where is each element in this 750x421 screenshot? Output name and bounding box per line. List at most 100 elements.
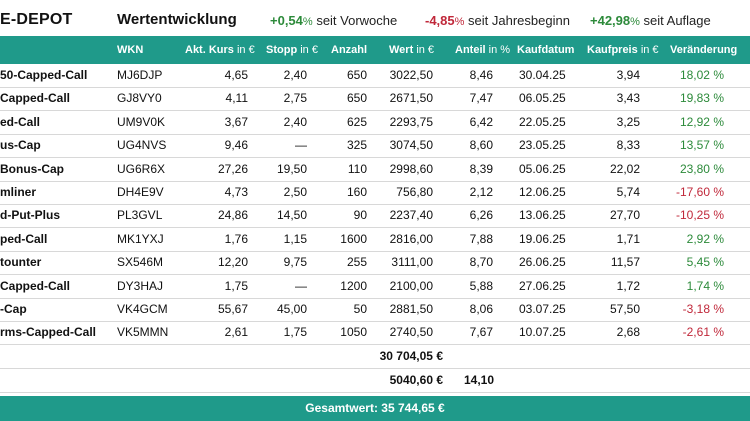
cell-anteil: 8,39 [469, 161, 493, 176]
cell-anzahl: 625 [346, 114, 367, 129]
table-row[interactable]: 50-Capped-Call MJ6DJP 4,65 2,40 650 3022,50 8,… [0, 64, 750, 88]
cash-value: 5040,60 € [389, 373, 443, 387]
col-kaufpreis[interactable]: Kaufpreis in € [587, 44, 659, 56]
cell-kurs: 4,65 [224, 68, 248, 82]
cell-kaufpreis: 8,33 [616, 138, 640, 153]
cell-wert: 2998,60 [389, 161, 433, 176]
cell-anteil: 6,42 [469, 114, 493, 129]
cell-wert: 2237,40 [389, 208, 433, 223]
cell-datum: 30.04.25 [519, 68, 566, 82]
cell-anzahl: 1600 [340, 231, 367, 246]
cell-kurs: 1,76 [224, 231, 248, 246]
cell-kurs: 4,11 [225, 91, 248, 106]
cell-change: 23,80 % [679, 161, 724, 176]
cell-stopp: — [295, 138, 307, 153]
cell-name: d-Put-Plus [0, 208, 60, 223]
cell-wert: 756,80 [396, 185, 433, 199]
perf-week-value: +0,54 [270, 13, 303, 28]
cell-stopp: 2,50 [283, 185, 307, 199]
col-kaufdatum[interactable]: Kaufdatum [517, 44, 575, 56]
cell-datum: 26.06.25 [519, 255, 566, 270]
total-value-row: 30 704,05 € [0, 345, 750, 369]
table-row[interactable]: d-Put-Plus PL3GVL 24,86 14,50 90 2237,40 6,26 1… [0, 204, 750, 229]
cell-change: 13,57 % [679, 138, 724, 153]
cell-change: 12,92 % [679, 114, 724, 129]
cell-stopp: 19,50 [276, 161, 307, 176]
table-row[interactable]: rms-Capped-Call VK5MMN 2,61 1,75 1050 2740,50… [0, 321, 750, 346]
col-kurs[interactable]: Akt. Kurs in € [185, 44, 255, 56]
col-wert[interactable]: Wert in € [389, 44, 435, 56]
cell-stopp: 1,75 [283, 325, 307, 340]
table-row[interactable]: Bonus-Cap UG6R6X 27,26 19,50 110 2998,60 8,39 0… [0, 158, 750, 182]
cell-wert: 2293,75 [389, 114, 433, 129]
table-row[interactable]: us-Cap UG4NVS 9,46 — 325 3074,50 8,60 23.05.25 8… [0, 134, 750, 159]
table-row[interactable]: Capped-Call DY3HAJ 1,75 — 1200 2100,00 5,88 27.… [0, 275, 750, 299]
cell-name: rms-Capped-Call [0, 325, 97, 340]
cell-name: Capped-Call [0, 278, 71, 293]
col-stopp[interactable]: Stopp in € [266, 44, 318, 56]
cell-change: 18,02 % [679, 68, 724, 82]
cell-datum: 05.06.25 [519, 161, 566, 176]
cell-anzahl: 255 [346, 255, 367, 270]
cell-wert: 3022,50 [389, 68, 433, 82]
cell-wkn: SX546M [117, 255, 164, 270]
header-bar: E-DEPOT Wertentwicklung +0,54% seit Vorw… [0, 0, 750, 36]
cell-name: us-Cap [0, 138, 41, 153]
cash-row: 5040,60 € 14,10 [0, 369, 750, 393]
table-row[interactable]: tounter SX546M 12,20 9,75 255 3111,00 8,70 26.0… [0, 251, 750, 276]
col-wkn[interactable]: WKN [117, 44, 144, 56]
cell-change: -3,18 % [682, 302, 724, 316]
cell-anteil: 7,88 [469, 231, 493, 246]
cell-anzahl: 110 [347, 161, 367, 176]
cell-kurs: 4,73 [224, 185, 248, 199]
cell-anzahl: 1200 [340, 278, 367, 293]
cell-kurs: 3,67 [224, 114, 248, 129]
total-value: 30 704,05 € [379, 349, 443, 363]
cell-wkn: PL3GVL [117, 208, 163, 223]
cell-kaufpreis: 27,70 [609, 208, 640, 223]
cell-kaufpreis: 2,68 [616, 325, 640, 340]
cell-kaufpreis: 3,43 [616, 91, 640, 106]
table-row[interactable]: mliner DH4E9V 4,73 2,50 160 756,80 2,12 12.06.2… [0, 181, 750, 205]
perf-week-unit: % [302, 16, 313, 28]
cell-anteil: 8,60 [469, 138, 493, 153]
cell-wkn: VK5MMN [117, 325, 169, 340]
table-row[interactable]: Capped-Call GJ8VY0 4,11 2,75 650 2671,50 7,47 0… [0, 87, 750, 112]
performance-heading: Wertentwicklung [117, 11, 237, 28]
cell-wkn: DH4E9V [117, 185, 164, 199]
perf-ytd-value: -4,85 [425, 13, 455, 28]
cell-kaufpreis: 3,94 [616, 68, 640, 82]
perf-inception-unit: % [630, 16, 640, 28]
total-footer: Gesamtwert: 35 744,65 € [0, 396, 750, 421]
col-anzahl[interactable]: Anzahl [331, 44, 368, 56]
cell-datum: 23.05.25 [519, 138, 566, 153]
table-row[interactable]: ped-Call MK1YXJ 1,76 1,15 1600 2816,00 7,88 19.… [0, 228, 750, 252]
cell-wert: 2881,50 [389, 302, 433, 316]
perf-ytd-label: seit Jahresbeginn [468, 13, 570, 28]
cell-anzahl: 650 [346, 91, 367, 106]
cell-wkn: DY3HAJ [117, 278, 164, 293]
col-veraenderung[interactable]: Veränderung [670, 44, 738, 56]
cell-kurs: 2,61 [224, 325, 248, 340]
table-row[interactable]: -Cap VK4GCM 55,67 45,00 50 2881,50 8,06 03.07.2… [0, 298, 750, 322]
cell-change: 5,45 % [686, 255, 724, 270]
cell-kaufpreis: 22,02 [609, 161, 640, 176]
cell-kaufpreis: 11,57 [610, 255, 640, 270]
cell-kurs: 1,75 [224, 278, 248, 293]
perf-inception-label: seit Auflage [643, 13, 711, 28]
cell-anzahl: 50 [353, 302, 367, 316]
cell-datum: 27.06.25 [519, 278, 566, 293]
cell-name: Capped-Call [0, 91, 71, 106]
depot-title: E-DEPOT [0, 11, 73, 28]
cell-wkn: UG4NVS [117, 138, 167, 153]
cell-name: tounter [0, 255, 42, 270]
cell-anteil: 6,26 [469, 208, 493, 223]
cell-wkn: MJ6DJP [117, 68, 163, 82]
cell-kaufpreis: 5,74 [616, 185, 640, 199]
col-anteil[interactable]: Anteil in % [455, 44, 511, 56]
cell-datum: 22.05.25 [519, 114, 566, 129]
cell-kaufpreis: 57,50 [609, 302, 640, 316]
cell-change: 19,83 % [679, 91, 724, 106]
cell-stopp: 9,75 [283, 255, 307, 270]
table-row[interactable]: ed-Call UM9V0K 3,67 2,40 625 2293,75 6,42 22.05… [0, 111, 750, 135]
